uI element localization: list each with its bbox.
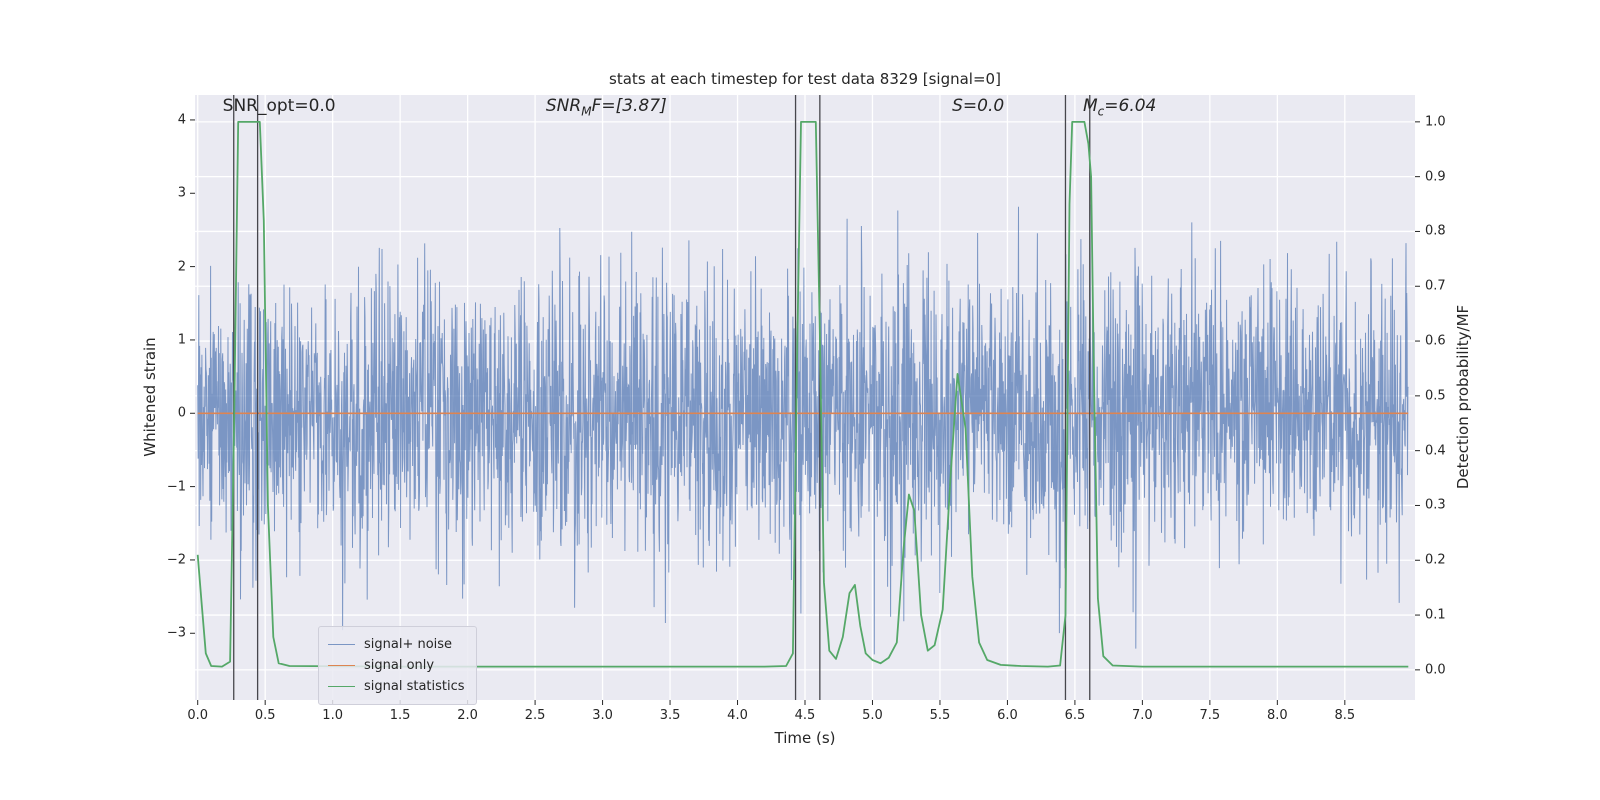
legend-label: signal+ noise	[364, 637, 453, 652]
y-tick-label-right: 0.8	[1425, 223, 1446, 239]
legend-item: signal+ noise	[328, 634, 465, 655]
annotation: S=0.0	[952, 96, 1005, 116]
y-tick-label-right: 1.0	[1425, 114, 1446, 130]
legend-item: signal only	[328, 655, 465, 676]
annotation: SNR_opt=0.0	[222, 96, 336, 116]
legend-label: signal only	[364, 658, 435, 673]
y-tick-label-right: 0.5	[1425, 388, 1446, 404]
y-tick-label-left: −2	[166, 552, 186, 568]
legend-item: signal statistics	[328, 676, 465, 697]
legend-label: signal statistics	[364, 679, 465, 694]
y-tick-label-left: 1	[177, 332, 186, 348]
annotation: Mc=6.04	[1083, 96, 1157, 119]
y-tick-label-left: −3	[166, 625, 186, 641]
y-axis-label-left: Whitened strain	[141, 337, 159, 457]
x-tick-label: 6.0	[997, 708, 1018, 723]
x-axis-label: Time (s)	[774, 729, 836, 747]
y-tick-label-right: 0.2	[1425, 552, 1446, 568]
x-tick-label: 8.5	[1334, 708, 1356, 723]
y-tick-label-right: 0.0	[1425, 662, 1446, 678]
x-tick-label: 4.0	[727, 708, 748, 723]
x-tick-label: 6.5	[1064, 708, 1086, 723]
x-tick-label: 8.0	[1267, 708, 1288, 723]
x-tick-label: 0.0	[187, 708, 209, 723]
legend: signal+ noise signal only signal statistic…	[318, 626, 477, 705]
y-tick-label-right: 0.4	[1425, 443, 1446, 459]
y-tick-label-right: 0.1	[1425, 607, 1446, 623]
y-axis-label-right: Detection probability/MF	[1454, 304, 1472, 490]
x-tick-label: 4.5	[794, 708, 816, 723]
x-tick-label: 3.5	[659, 708, 681, 723]
chart-title: stats at each timestep for test data 832…	[609, 70, 1001, 88]
x-tick-label: 7.5	[1199, 708, 1221, 723]
x-tick-label: 2.0	[457, 708, 478, 723]
y-tick-label-left: 0	[177, 405, 186, 421]
series-signal-statistics	[196, 121, 1409, 668]
y-tick-label-left: 4	[177, 112, 186, 128]
x-tick-label: 5.5	[929, 708, 951, 723]
y-tick-label-left: 3	[177, 185, 186, 201]
x-tick-label: 2.5	[524, 708, 546, 723]
x-tick-label: 3.0	[592, 708, 613, 723]
legend-line-swatch	[328, 686, 355, 687]
x-tick-label: 1.0	[322, 708, 343, 723]
y-tick-label-right: 0.6	[1425, 333, 1446, 349]
y-tick-label-right: 0.3	[1425, 497, 1446, 513]
annotation: SNRMF=[3.87]	[545, 96, 667, 119]
legend-line-swatch	[328, 644, 355, 645]
y-tick-label-left: 2	[177, 259, 186, 275]
x-tick-label: 1.5	[389, 708, 411, 723]
legend-line-swatch	[328, 665, 355, 666]
y-tick-label-left: −1	[166, 479, 186, 495]
y-tick-label-right: 0.7	[1425, 278, 1446, 294]
x-tick-label: 0.5	[254, 708, 276, 723]
x-tick-label: 7.0	[1132, 708, 1153, 723]
series-signal-plus-noise	[197, 204, 1409, 655]
y-tick-label-right: 0.9	[1425, 169, 1446, 185]
x-tick-label: 5.0	[862, 708, 883, 723]
